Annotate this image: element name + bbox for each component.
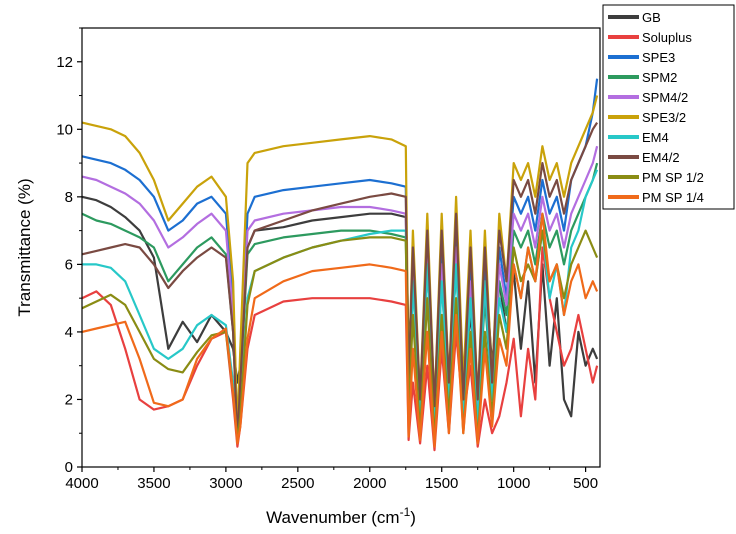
x-axis-title-main: Wavenumber (cm — [266, 508, 400, 527]
x-axis-title-superscript: -1 — [400, 505, 411, 519]
y-tick-label: 2 — [65, 391, 73, 408]
legend: GB Soluplus SPE3 SPM2 SPM4/2 SPE3/2 EM4 EM4/2 PM… — [602, 4, 735, 210]
x-tick-label: 3000 — [209, 475, 242, 492]
series-line-3 — [81, 78, 599, 435]
legend-label: PM SP 1/4 — [642, 190, 704, 205]
x-axis-title: Wavenumber (cm-1) — [266, 505, 416, 527]
x-tick-label: 3500 — [137, 475, 170, 492]
y-tick-label: 4 — [65, 324, 73, 341]
x-tick-label: 1000 — [497, 475, 530, 492]
legend-label: EM4/2 — [642, 150, 680, 165]
legend-label: Soluplus — [642, 30, 692, 45]
legend-label: PM SP 1/2 — [642, 170, 704, 185]
series-line-9 — [81, 229, 599, 442]
legend-label: SPE3/2 — [642, 110, 686, 125]
series-line-10 — [81, 212, 599, 448]
legend-label: GB — [642, 10, 661, 25]
plot-lines — [81, 78, 599, 452]
series-line-6 — [81, 95, 599, 435]
y-tick-label: 0 — [65, 459, 73, 476]
y-axis-title: Transmittance (%) — [15, 178, 34, 316]
y-tick-label: 6 — [65, 256, 73, 273]
x-tick-label: 2000 — [353, 475, 386, 492]
legend-label: SPE3 — [642, 50, 675, 65]
y-tick-label: 8 — [65, 189, 73, 206]
y-tick-label: 10 — [56, 121, 73, 138]
legend-label: SPM4/2 — [642, 90, 688, 105]
y-tick-label: 12 — [56, 54, 73, 71]
x-tick-label: 1500 — [425, 475, 458, 492]
legend-label: SPM2 — [642, 70, 677, 85]
x-axis-title-end: ) — [410, 508, 416, 527]
x-tick-label: 500 — [573, 475, 598, 492]
plot-frame — [81, 27, 601, 468]
y-axis: 0 2 4 6 8 10 12 — [56, 27, 82, 476]
legend-label: EM4 — [642, 130, 669, 145]
x-axis: 4000 3500 3000 2500 2000 1500 1000 500 — [65, 467, 598, 492]
series-line-8 — [81, 122, 599, 442]
x-tick-label: 2500 — [281, 475, 314, 492]
x-tick-label: 4000 — [65, 475, 98, 492]
series-line-2 — [81, 246, 599, 452]
